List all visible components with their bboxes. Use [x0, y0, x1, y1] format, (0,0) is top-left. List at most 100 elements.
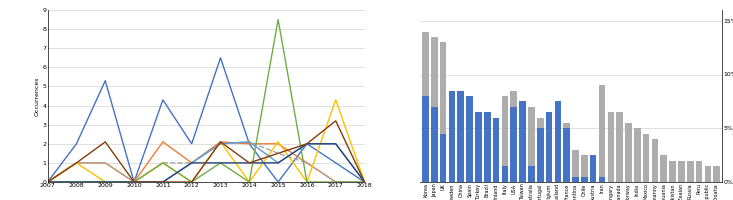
Experiments	[303, 181, 312, 183]
Coaching	[331, 120, 340, 122]
Bar	[440, 134, 446, 182]
Exterior	[43, 181, 52, 183]
Bar	[546, 112, 553, 182]
Bar	[696, 160, 702, 182]
Environment	[188, 162, 196, 164]
Line: Coaching: Coaching	[48, 121, 364, 182]
Bar	[484, 112, 490, 182]
Design	[72, 181, 81, 183]
Theory	[360, 181, 369, 183]
Bar	[652, 139, 658, 182]
Bar	[528, 166, 534, 182]
Bar	[466, 96, 473, 182]
Theory	[216, 162, 225, 164]
Bar	[475, 112, 482, 182]
Interior	[245, 143, 254, 145]
Bar	[510, 107, 517, 182]
Bar	[599, 177, 605, 182]
Environment	[130, 181, 139, 183]
Coaching	[72, 162, 81, 164]
Planning	[245, 181, 254, 183]
Coaching	[360, 181, 369, 183]
Line: Design: Design	[48, 142, 364, 182]
Experiments	[101, 181, 110, 183]
Interior	[216, 57, 225, 59]
Coaching	[158, 181, 167, 183]
Interior	[188, 143, 196, 145]
Bar	[678, 160, 685, 182]
Bar	[704, 166, 711, 182]
Line: Interior: Interior	[48, 58, 364, 182]
Environment	[273, 152, 282, 155]
Environment	[158, 162, 167, 164]
Coaching	[43, 181, 52, 183]
Line: Theory: Theory	[48, 144, 364, 182]
Interior	[101, 80, 110, 82]
Coaching	[130, 181, 139, 183]
Bar	[608, 112, 614, 182]
Bar	[519, 101, 526, 182]
Design	[303, 143, 312, 145]
Exterior	[216, 141, 225, 143]
Environment	[245, 141, 254, 143]
Bar	[564, 123, 570, 182]
Line: Experiments: Experiments	[48, 20, 364, 182]
Exterior	[360, 181, 369, 183]
Line: Exterior: Exterior	[48, 142, 364, 182]
Bar	[493, 117, 499, 182]
Bar	[440, 42, 446, 182]
Planning	[101, 181, 110, 183]
Bar	[457, 91, 464, 182]
Coaching	[245, 162, 254, 164]
Design	[101, 181, 110, 183]
Interior	[43, 181, 52, 183]
Bar	[660, 155, 667, 182]
Environment	[303, 162, 312, 164]
Planning	[360, 181, 369, 183]
Bar	[572, 177, 579, 182]
Bar	[528, 107, 534, 182]
Bar	[422, 31, 429, 182]
Experiments	[43, 181, 52, 183]
Bar	[475, 112, 482, 182]
Interior	[331, 162, 340, 164]
Bar	[581, 155, 588, 182]
Design	[158, 181, 167, 183]
Planning	[331, 99, 340, 101]
Coaching	[303, 143, 312, 145]
Experiments	[331, 181, 340, 183]
Bar	[643, 134, 649, 182]
Exterior	[245, 143, 254, 145]
Bar	[466, 96, 473, 182]
Environment	[216, 143, 225, 145]
Exterior	[72, 162, 81, 164]
Interior	[273, 181, 282, 183]
Experiments	[216, 162, 225, 164]
Design	[245, 141, 254, 143]
Design	[188, 162, 196, 164]
Bar	[422, 96, 429, 182]
Exterior	[303, 162, 312, 164]
Theory	[158, 181, 167, 183]
Line: Planning: Planning	[48, 100, 364, 182]
Bar	[537, 128, 544, 182]
Design	[130, 181, 139, 183]
Theory	[101, 181, 110, 183]
Exterior	[130, 181, 139, 183]
Coaching	[216, 141, 225, 143]
Experiments	[188, 181, 196, 183]
Experiments	[360, 181, 369, 183]
Planning	[43, 181, 52, 183]
Bar	[599, 85, 605, 182]
Design	[273, 162, 282, 164]
Bar	[590, 155, 597, 182]
Design	[360, 181, 369, 183]
Bar	[457, 91, 464, 182]
Interior	[303, 143, 312, 145]
Bar	[581, 177, 588, 182]
Experiments	[158, 162, 167, 164]
Exterior	[158, 141, 167, 143]
Environment	[331, 181, 340, 183]
Line: Environment: Environment	[48, 142, 364, 182]
Bar	[572, 150, 579, 182]
